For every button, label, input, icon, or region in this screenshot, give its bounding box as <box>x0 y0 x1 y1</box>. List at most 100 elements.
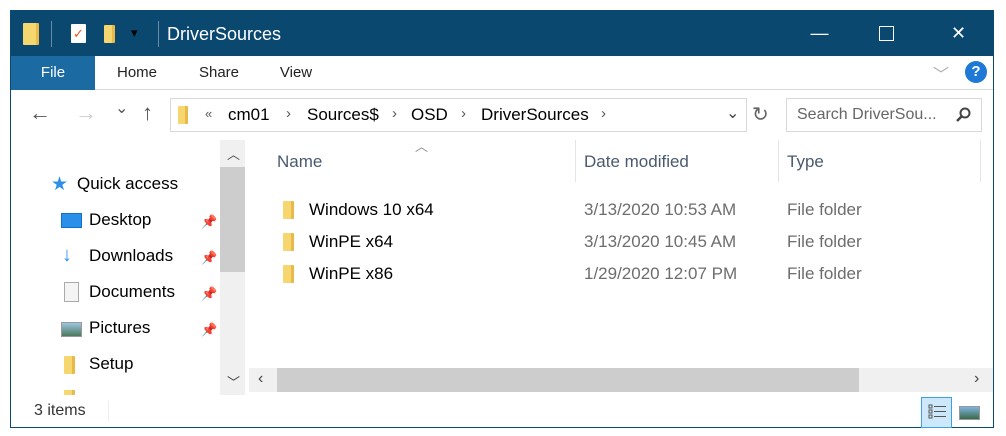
search-placeholder: Search DriverSou... <box>797 106 937 123</box>
properties-icon[interactable]: ✓ <box>71 24 86 43</box>
folder-icon <box>64 356 75 374</box>
scroll-down-icon[interactable]: ﹀ <box>227 375 241 390</box>
details-view-icon <box>928 404 946 419</box>
column-header-date-modified[interactable]: Date modified <box>584 152 689 171</box>
column-header-type[interactable]: Type <box>787 152 824 171</box>
folder-icon <box>283 201 294 219</box>
file-date: 3/13/2020 10:53 AM <box>584 200 737 219</box>
back-button[interactable]: ← <box>29 100 51 125</box>
sort-ascending-icon: ︿ <box>415 139 429 154</box>
item-count: 3 items <box>34 402 86 419</box>
ribbon: File Home Share View ﹀ ? <box>11 56 993 90</box>
navigation-bar: ← → ⌄ ↑ « cm01 › Sources$ › OSD › Driver… <box>11 90 993 140</box>
nav-item-label: Desktop <box>89 210 152 229</box>
scroll-left-icon[interactable]: ‹ <box>258 370 264 387</box>
scrollbar-thumb[interactable] <box>220 167 245 272</box>
column-divider[interactable] <box>778 140 779 182</box>
nav-item-label: Pictures <box>89 318 151 337</box>
address-bar[interactable]: « cm01 › Sources$ › OSD › DriverSources … <box>170 98 747 132</box>
window-title: DriverSources <box>167 24 282 44</box>
minimize-button[interactable]: — <box>810 23 829 43</box>
file-date: 3/13/2020 10:45 AM <box>584 232 737 251</box>
chevron-right-icon[interactable]: › <box>286 105 291 122</box>
horizontal-scrollbar[interactable]: ‹ › <box>249 368 993 392</box>
recent-locations-button[interactable]: ⌄ <box>115 100 129 117</box>
pin-icon[interactable]: 📌 <box>201 286 218 301</box>
divider <box>51 21 52 47</box>
status-bar: 3 items <box>11 395 993 428</box>
overflow-chevron[interactable]: « <box>205 106 213 121</box>
divider <box>158 21 159 47</box>
folder-icon <box>23 23 39 45</box>
search-icon[interactable] <box>955 107 971 123</box>
file-type: File folder <box>787 232 862 251</box>
nav-item-label: Documents <box>89 282 175 301</box>
qat-dropdown-icon[interactable]: ▾ <box>131 25 138 40</box>
nav-item-setup[interactable]: Setup <box>61 350 221 380</box>
table-row[interactable]: Windows 10 x64 3/13/2020 10:53 AM File f… <box>267 195 987 225</box>
folder-icon <box>64 390 75 395</box>
folder-icon <box>178 106 188 124</box>
large-icons-view-button[interactable] <box>959 406 980 420</box>
new-folder-icon[interactable] <box>104 25 115 43</box>
nav-item-desktop[interactable]: Desktop 📌 <box>61 206 221 236</box>
tab-file[interactable]: File <box>11 56 95 90</box>
folder-icon <box>283 265 294 283</box>
tab-home[interactable]: Home <box>116 64 157 81</box>
file-date: 1/29/2020 12:07 PM <box>584 264 738 283</box>
chevron-right-icon[interactable]: › <box>461 105 466 122</box>
nav-item-label: Quick access <box>77 174 179 193</box>
file-name: WinPE x86 <box>309 264 394 283</box>
desktop-icon <box>61 213 82 228</box>
help-icon[interactable]: ? <box>965 61 987 83</box>
scroll-right-icon[interactable]: › <box>974 370 980 387</box>
navigation-pane: ★ Quick access Desktop 📌 ↓ Downloads 📌 D… <box>11 140 247 395</box>
pin-icon[interactable]: 📌 <box>201 214 218 229</box>
column-header-name[interactable]: Name <box>277 152 323 171</box>
up-button[interactable]: ↑ <box>142 100 153 125</box>
title-bar: ✓ ▾ DriverSources — ✕ <box>11 11 993 56</box>
scrollbar-thumb[interactable] <box>277 368 859 392</box>
forward-button[interactable]: → <box>75 100 97 125</box>
file-name: WinPE x64 <box>309 232 394 251</box>
breadcrumb-driversources[interactable]: DriverSources <box>481 105 589 124</box>
chevron-right-icon[interactable]: › <box>601 105 606 122</box>
nav-item-label: Downloads <box>89 246 174 265</box>
details-view-button[interactable] <box>921 397 952 428</box>
nav-item-label: Setup <box>89 354 134 373</box>
maximize-icon <box>879 26 894 41</box>
address-dropdown-icon[interactable]: ⌄ <box>726 105 740 122</box>
breadcrumb-sources[interactable]: Sources$ <box>307 105 379 124</box>
close-button[interactable]: ✕ <box>950 23 967 43</box>
file-name: Windows 10 x64 <box>309 200 434 219</box>
tab-view[interactable]: View <box>279 64 313 81</box>
download-icon: ↓ <box>62 244 72 266</box>
breadcrumb-osd[interactable]: OSD <box>411 105 448 124</box>
nav-item-quick-access[interactable]: ★ Quick access <box>51 170 221 200</box>
maximize-button[interactable] <box>864 11 909 56</box>
column-divider[interactable] <box>575 140 576 182</box>
refresh-button[interactable]: ↻ <box>752 104 769 126</box>
expand-ribbon-icon[interactable]: ﹀ <box>933 67 950 84</box>
documents-icon <box>64 282 79 302</box>
file-type: File folder <box>787 200 862 219</box>
nav-item-documents[interactable]: Documents 📌 <box>61 278 221 308</box>
nav-item-downloads[interactable]: ↓ Downloads 📌 <box>61 242 221 272</box>
pin-icon[interactable]: 📌 <box>201 322 218 337</box>
scroll-up-icon[interactable]: ︿ <box>227 147 241 162</box>
file-type: File folder <box>787 264 862 283</box>
star-icon: ★ <box>51 174 69 195</box>
pictures-icon <box>61 322 82 337</box>
divider <box>746 99 747 131</box>
search-input[interactable]: Search DriverSou... <box>786 98 982 132</box>
pin-icon[interactable]: 📌 <box>201 250 218 265</box>
file-list: ︿ Name Date modified Type Windows 10 x64… <box>247 139 993 395</box>
column-divider[interactable] <box>980 140 981 182</box>
tab-share[interactable]: Share <box>198 64 240 81</box>
table-row[interactable]: WinPE x64 3/13/2020 10:45 AM File folder <box>267 227 987 257</box>
table-row[interactable]: WinPE x86 1/29/2020 12:07 PM File folder <box>267 259 987 289</box>
chevron-right-icon[interactable]: › <box>392 105 397 122</box>
breadcrumb-cm01[interactable]: cm01 <box>228 105 270 124</box>
nav-item-pictures[interactable]: Pictures 📌 <box>61 314 221 344</box>
nav-pane-scrollbar[interactable]: ︿ ﹀ <box>220 140 245 395</box>
